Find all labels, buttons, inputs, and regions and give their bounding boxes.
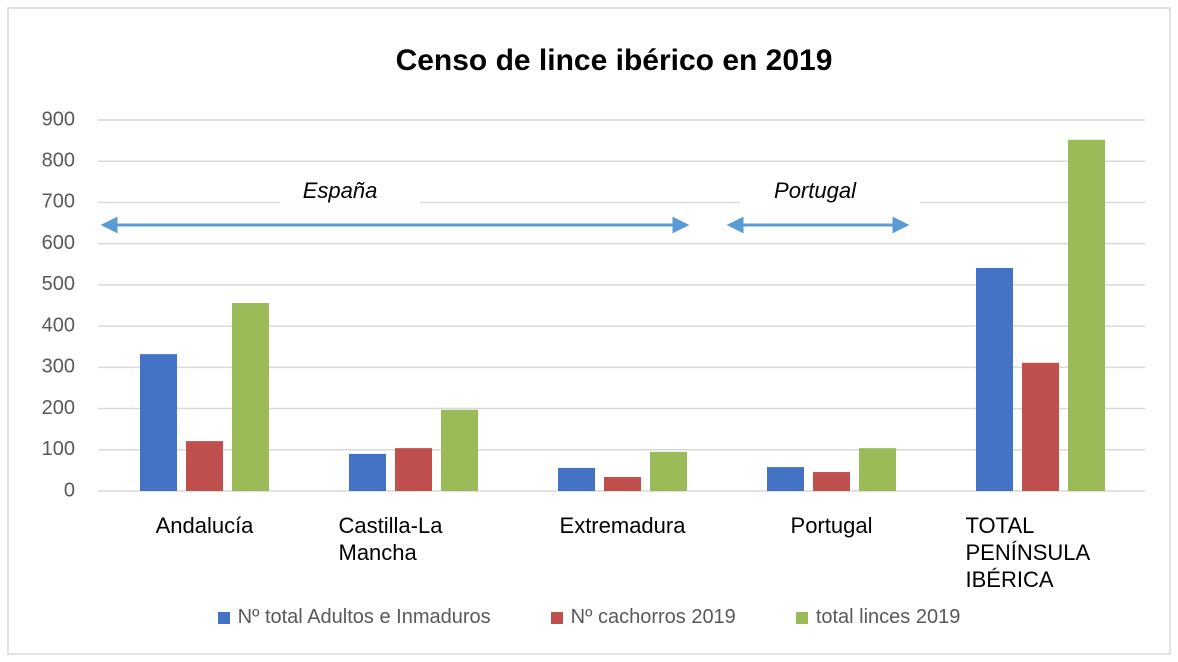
bar (140, 354, 177, 491)
legend-entry: Nº cachorros 2019 (550, 606, 736, 629)
bar (767, 467, 804, 491)
label-bg (740, 176, 920, 210)
annotation: Portugal (774, 178, 857, 203)
x-tick-label: Portugal (757, 512, 907, 539)
y-tick-label: 200 (42, 397, 75, 419)
x-tick-text: Castilla-La Mancha (338, 513, 443, 565)
y-tick-label: 900 (42, 108, 75, 130)
legend-label: Nº total Adultos e Inmaduros (237, 606, 491, 628)
arrow (100, 216, 910, 234)
annotation: España (303, 178, 378, 203)
legend-swatch (550, 611, 563, 624)
y-tick-label: 0 (64, 479, 75, 501)
bar (186, 441, 223, 491)
bar (232, 303, 269, 491)
y-tick-label: 400 (42, 314, 75, 336)
legend-swatch (217, 611, 230, 624)
bar (859, 448, 896, 491)
y-tick-label: 500 (42, 273, 75, 295)
bar (650, 451, 687, 491)
bar (558, 467, 595, 491)
bar (1022, 362, 1059, 491)
y-tick-label: 600 (42, 232, 75, 254)
bar (441, 409, 478, 491)
legend-entry: Nº total Adultos e Inmaduros (217, 606, 491, 629)
y-tick-label: 700 (42, 191, 75, 213)
x-tick-label: TOTAL PENÍNSULA IBÉRICA (966, 512, 1116, 593)
y-tick-label: 800 (42, 150, 75, 172)
x-tick-label: Extremadura (548, 512, 698, 539)
x-tick-label: Castilla-La Mancha (339, 512, 489, 566)
legend: Nº total Adultos e Inmaduros Nº cachorros… (0, 606, 1178, 629)
legend-swatch (795, 611, 808, 624)
annotations: España Portugal (100, 176, 920, 234)
bar (1068, 139, 1105, 491)
y-tick-label: 300 (42, 356, 75, 378)
bar (976, 267, 1013, 491)
bar (395, 448, 432, 491)
x-tick-text: Extremadura (559, 513, 686, 538)
bar (813, 472, 850, 491)
legend-label: total linces 2019 (815, 606, 961, 628)
x-tick-label: Andalucía (130, 512, 280, 539)
legend-entry: total linces 2019 (795, 606, 961, 629)
label-bg (280, 176, 420, 210)
x-tick-text: TOTAL PENÍNSULA IBÉRICA (965, 513, 1090, 592)
y-tick-label: 100 (42, 438, 75, 460)
bar (604, 476, 641, 491)
legend-label: Nº cachorros 2019 (570, 606, 736, 628)
bar (349, 453, 386, 491)
x-tick-text: Portugal (790, 513, 873, 538)
chart-title: Censo de lince ibérico en 2019 (396, 44, 833, 77)
x-tick-text: Andalucía (155, 513, 254, 538)
